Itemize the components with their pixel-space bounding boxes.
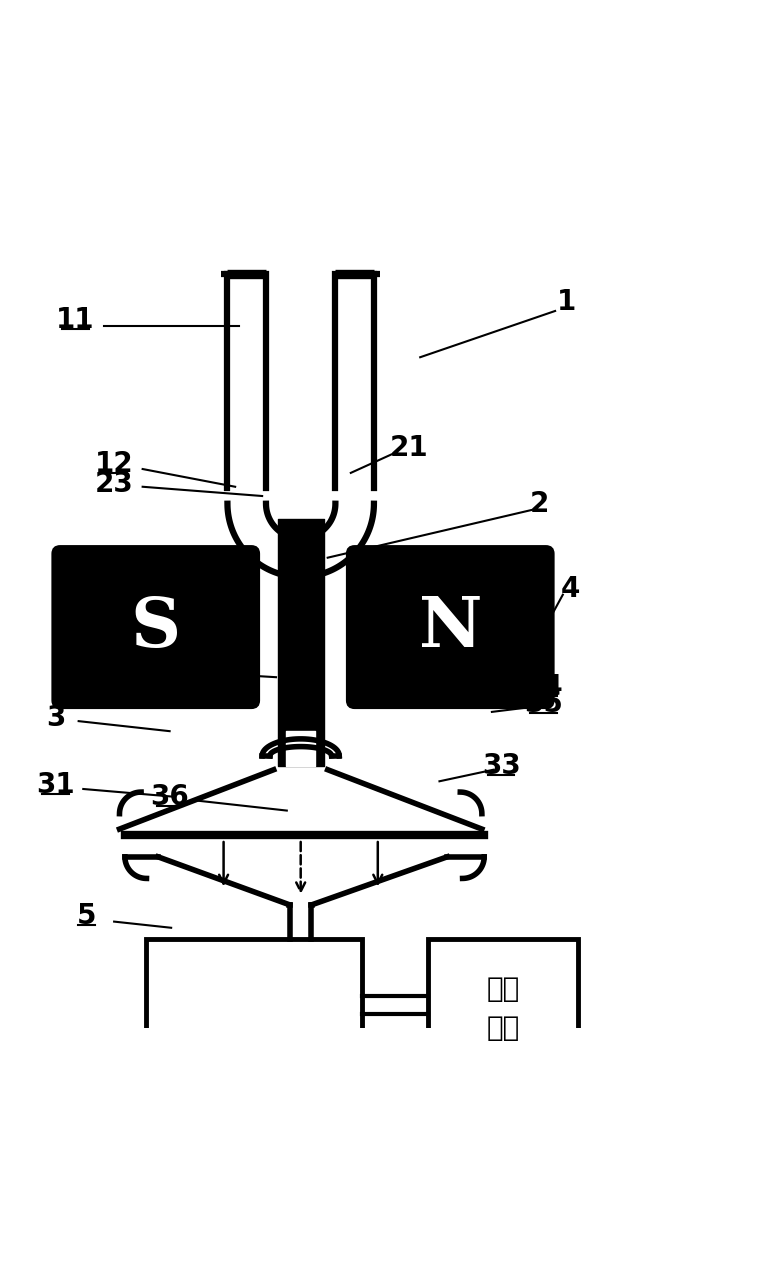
Text: 31: 31 <box>36 771 75 799</box>
Text: 4: 4 <box>561 574 581 603</box>
Text: 废液: 废液 <box>487 975 520 1004</box>
Text: 1: 1 <box>557 288 576 316</box>
Bar <box>146 939 362 1070</box>
Text: 36: 36 <box>150 783 189 811</box>
Text: 3: 3 <box>45 704 66 732</box>
FancyBboxPatch shape <box>52 546 259 708</box>
Text: 21: 21 <box>389 434 428 463</box>
Text: N: N <box>419 594 482 660</box>
Text: 5: 5 <box>76 902 96 930</box>
Text: 12: 12 <box>95 450 133 478</box>
Bar <box>428 939 578 1070</box>
Text: 2: 2 <box>530 490 550 518</box>
Text: 32: 32 <box>416 648 455 676</box>
Text: 33: 33 <box>482 752 520 780</box>
Text: 收集: 收集 <box>487 1014 520 1042</box>
Text: 35: 35 <box>524 690 563 718</box>
Text: S: S <box>130 594 181 660</box>
Text: 22: 22 <box>73 648 112 676</box>
Text: 23: 23 <box>95 470 133 499</box>
Text: 11: 11 <box>56 306 95 334</box>
FancyBboxPatch shape <box>347 546 554 708</box>
Text: 34: 34 <box>524 673 563 702</box>
